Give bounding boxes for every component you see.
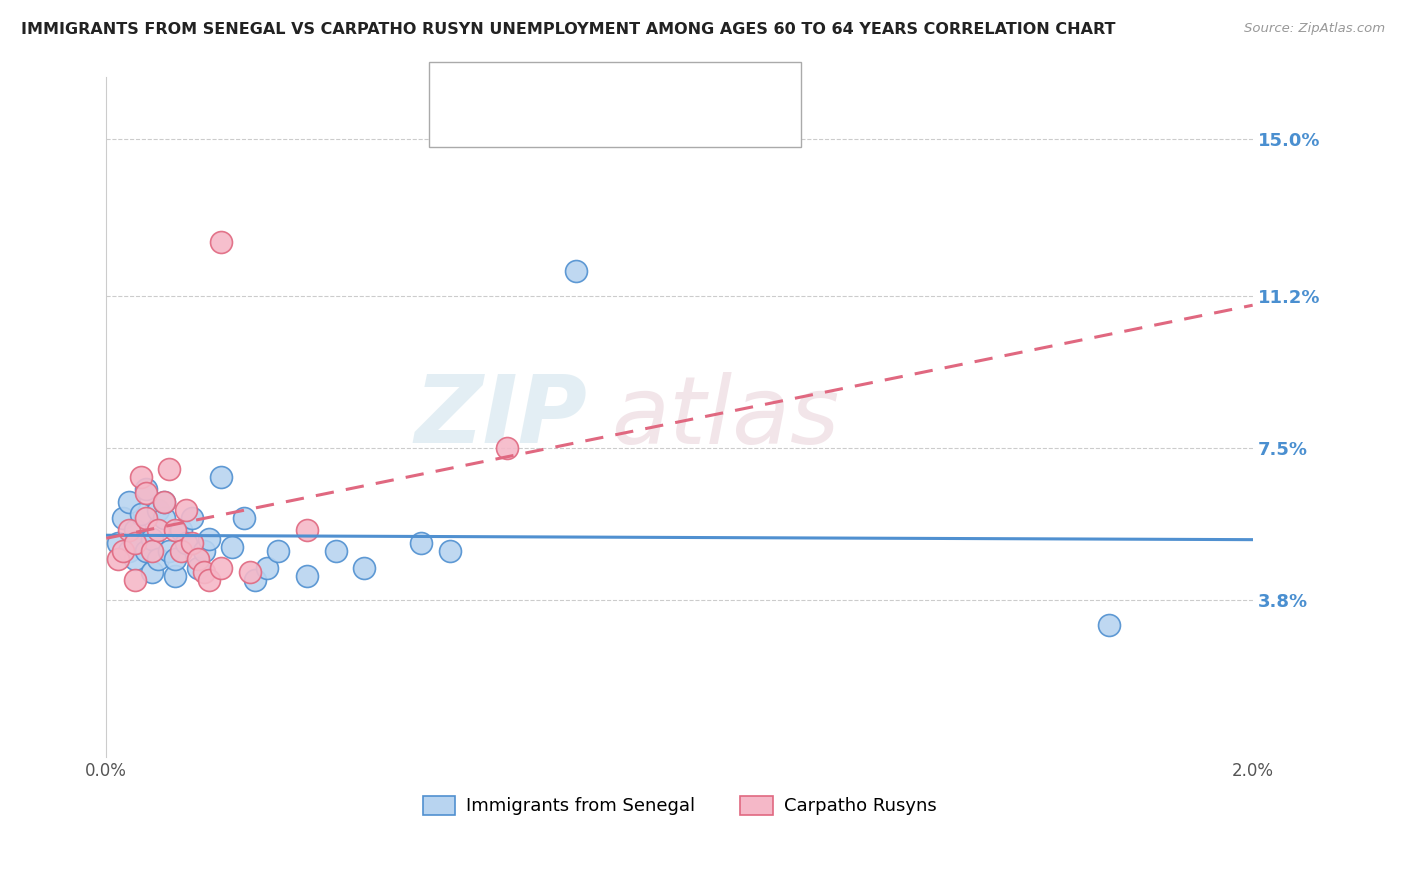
Point	[135, 486, 157, 500]
Point	[146, 552, 169, 566]
Point	[209, 470, 232, 484]
Point	[107, 552, 129, 566]
Point	[1098, 618, 1121, 632]
Point	[221, 540, 243, 554]
Point	[170, 544, 193, 558]
Point	[267, 544, 290, 558]
Point	[181, 536, 204, 550]
Point	[163, 552, 186, 566]
Point	[198, 573, 221, 587]
Point	[256, 560, 278, 574]
Point	[141, 532, 163, 546]
Point	[124, 552, 146, 566]
Point	[141, 565, 163, 579]
Point	[129, 536, 152, 550]
Point	[146, 524, 169, 538]
Point	[181, 511, 204, 525]
Point	[565, 264, 588, 278]
Point	[411, 536, 433, 550]
Point	[146, 503, 169, 517]
Point	[152, 494, 174, 508]
Point	[157, 461, 180, 475]
Point	[187, 552, 209, 566]
Text: atlas: atlas	[610, 372, 839, 463]
Text: IMMIGRANTS FROM SENEGAL VS CARPATHO RUSYN UNEMPLOYMENT AMONG AGES 60 TO 64 YEARS: IMMIGRANTS FROM SENEGAL VS CARPATHO RUSY…	[21, 22, 1115, 37]
Point	[124, 524, 146, 538]
Point	[152, 511, 174, 525]
Point	[163, 524, 186, 538]
Point	[209, 235, 232, 249]
Point	[295, 568, 318, 582]
Point	[187, 560, 209, 574]
Point	[152, 494, 174, 508]
Point	[118, 544, 141, 558]
Point	[193, 565, 215, 579]
Point	[118, 524, 141, 538]
Point	[118, 494, 141, 508]
Point	[238, 565, 260, 579]
Point	[157, 544, 180, 558]
Point	[107, 536, 129, 550]
Point	[198, 532, 221, 546]
Point	[124, 573, 146, 587]
Point	[135, 544, 157, 558]
Text: Source: ZipAtlas.com: Source: ZipAtlas.com	[1244, 22, 1385, 36]
Point	[135, 483, 157, 497]
Point	[141, 544, 163, 558]
Point	[232, 511, 254, 525]
Point	[135, 511, 157, 525]
Point	[124, 536, 146, 550]
Point	[439, 544, 461, 558]
Point	[193, 544, 215, 558]
Point	[170, 524, 193, 538]
Point	[129, 507, 152, 521]
Point	[295, 524, 318, 538]
Legend: Immigrants from Senegal, Carpatho Rusyns: Immigrants from Senegal, Carpatho Rusyns	[415, 789, 943, 822]
Text: R =  0.055   N = 24: R = 0.055 N = 24	[482, 111, 658, 129]
Point	[112, 511, 135, 525]
Point	[163, 568, 186, 582]
Point	[353, 560, 375, 574]
Point	[209, 560, 232, 574]
Point	[112, 544, 135, 558]
Text: R = -0.034   N = 38: R = -0.034 N = 38	[482, 75, 659, 94]
Text: ZIP: ZIP	[415, 371, 588, 463]
Point	[496, 441, 519, 455]
Point	[245, 573, 267, 587]
Point	[325, 544, 347, 558]
Point	[176, 536, 198, 550]
Point	[176, 503, 198, 517]
Point	[129, 470, 152, 484]
